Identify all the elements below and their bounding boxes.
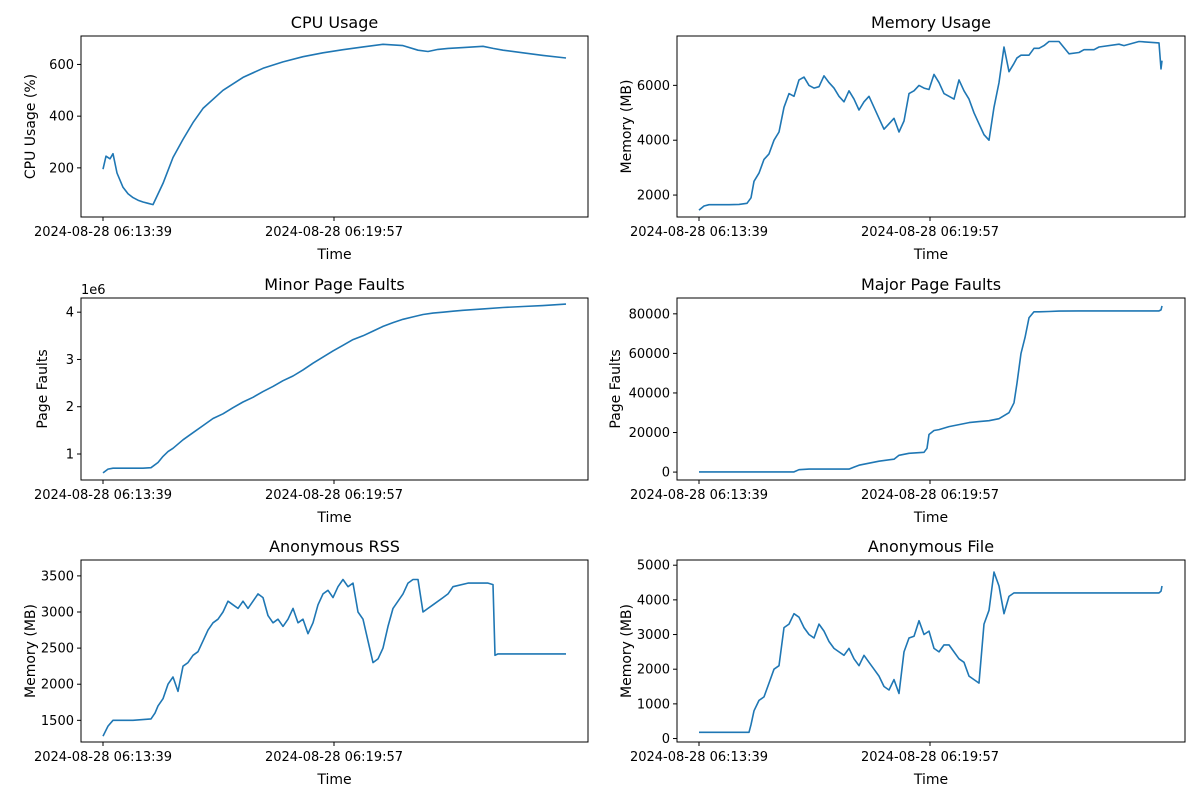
y-axis-label: Page Faults bbox=[35, 349, 51, 428]
series-line bbox=[699, 571, 1163, 734]
chart-title: Memory Usage bbox=[871, 13, 991, 32]
y-tick-label: 5000 bbox=[637, 559, 670, 574]
y-axis-label: Memory (MB) bbox=[23, 604, 39, 698]
x-tick-label: 2024-08-28 06:13:39 bbox=[34, 225, 172, 240]
panel-anon_rss: Anonymous RSS 2024-08-28 06:13:39 2024-08-… bbox=[23, 537, 589, 788]
y-tick-label: 1 bbox=[66, 448, 74, 463]
y-tick-label: 40000 bbox=[629, 386, 670, 401]
y-tick-label: 4000 bbox=[637, 134, 670, 149]
series-line bbox=[699, 305, 1163, 473]
axes-frame bbox=[80, 559, 589, 743]
y-tick-label: 0 bbox=[662, 732, 670, 747]
x-tick-label: 2024-08-28 06:13:39 bbox=[630, 488, 768, 503]
y-tick-label: 4000 bbox=[637, 593, 670, 608]
axes-frame bbox=[676, 559, 1186, 743]
x-tick-label: 2024-08-28 06:19:57 bbox=[861, 750, 999, 765]
y-tick-label: 3500 bbox=[41, 569, 74, 584]
y-tick-label: 60000 bbox=[629, 347, 670, 362]
panel-major: Major Page Faults 2024-08-28 06:13:39 2024… bbox=[608, 275, 1186, 526]
panel-cpu: CPU Usage 2024-08-28 06:13:39 2024-08-28 0… bbox=[23, 13, 589, 263]
x-axis-label: Time bbox=[316, 247, 351, 263]
panel-minor: Minor Page Faults 2024-08-28 06:13:39 2024… bbox=[34, 275, 589, 526]
axes-frame bbox=[676, 297, 1186, 481]
y-tick-label: 3000 bbox=[41, 606, 74, 621]
y-tick-label: 4 bbox=[66, 306, 74, 321]
x-tick-label: 2024-08-28 06:19:57 bbox=[861, 488, 999, 503]
y-tick-label: 1500 bbox=[41, 714, 74, 729]
series-line bbox=[102, 578, 566, 737]
x-tick-label: 2024-08-28 06:19:57 bbox=[265, 488, 403, 503]
axes-frame bbox=[676, 35, 1186, 218]
y-axis-label: Page Faults bbox=[608, 349, 624, 428]
y-tick-label: 3 bbox=[66, 353, 74, 368]
x-tick-label: 2024-08-28 06:19:57 bbox=[265, 750, 403, 765]
y-axis-label: Memory (MB) bbox=[619, 604, 635, 698]
x-tick-label: 2024-08-28 06:13:39 bbox=[630, 750, 768, 765]
y-axis-label: Memory (MB) bbox=[619, 80, 635, 174]
x-axis-label: Time bbox=[316, 510, 351, 526]
x-tick-label: 2024-08-28 06:13:39 bbox=[34, 750, 172, 765]
y-tick-label: 2 bbox=[66, 400, 74, 415]
axes-frame bbox=[80, 35, 589, 218]
y-tick-label: 20000 bbox=[629, 426, 670, 441]
y-tick-label: 200 bbox=[49, 161, 74, 176]
y-tick-label: 400 bbox=[49, 110, 74, 125]
y-tick-label: 6000 bbox=[637, 79, 670, 94]
chart-title: Anonymous File bbox=[868, 537, 994, 556]
y-offset-label: 1e6 bbox=[81, 283, 106, 298]
chart-title: Minor Page Faults bbox=[264, 275, 404, 294]
y-tick-label: 0 bbox=[662, 466, 670, 481]
y-tick-label: 1000 bbox=[637, 697, 670, 712]
x-axis-label: Time bbox=[316, 772, 351, 788]
x-axis-label: Time bbox=[913, 247, 948, 263]
x-tick-label: 2024-08-28 06:19:57 bbox=[861, 225, 999, 240]
chart-title: Anonymous RSS bbox=[269, 537, 400, 556]
y-tick-label: 3000 bbox=[637, 628, 670, 643]
x-axis-label: Time bbox=[913, 772, 948, 788]
y-tick-label: 2500 bbox=[41, 642, 74, 657]
x-tick-label: 2024-08-28 06:19:57 bbox=[265, 225, 403, 240]
x-tick-label: 2024-08-28 06:13:39 bbox=[630, 225, 768, 240]
y-tick-label: 2000 bbox=[41, 678, 74, 693]
panel-mem: Memory Usage 2024-08-28 06:13:39 2024-08-2… bbox=[619, 13, 1186, 263]
y-tick-label: 2000 bbox=[637, 663, 670, 678]
x-tick-label: 2024-08-28 06:13:39 bbox=[34, 488, 172, 503]
chart-title: CPU Usage bbox=[291, 13, 378, 32]
series-line bbox=[102, 43, 567, 206]
series-line bbox=[698, 40, 1163, 211]
panel-anon_file: Anonymous File 2024-08-28 06:13:39 2024-08… bbox=[619, 537, 1186, 788]
y-tick-label: 80000 bbox=[629, 307, 670, 322]
axes-frame bbox=[80, 297, 589, 481]
y-tick-label: 2000 bbox=[637, 189, 670, 204]
y-tick-label: 600 bbox=[49, 58, 74, 73]
x-axis-label: Time bbox=[913, 510, 948, 526]
y-axis-label: CPU Usage (%) bbox=[23, 74, 39, 179]
chart-title: Major Page Faults bbox=[861, 275, 1001, 294]
series-line bbox=[102, 303, 567, 474]
